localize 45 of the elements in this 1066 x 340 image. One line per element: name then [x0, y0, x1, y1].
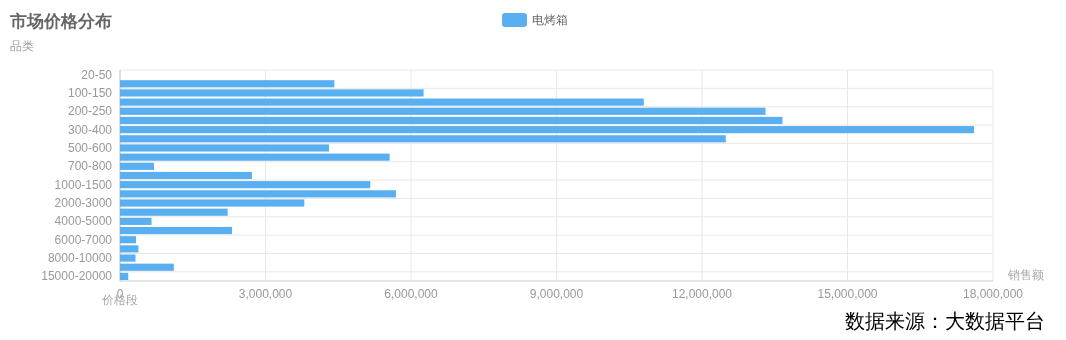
bar [120, 245, 139, 253]
bar [120, 190, 396, 198]
y-tick-label: 20-50 [81, 67, 113, 82]
bar [120, 144, 330, 152]
bar [120, 217, 152, 225]
bar [120, 208, 228, 216]
y-tick-label: 700-800 [67, 159, 113, 174]
x-tick-label: 9,000,000 [529, 287, 584, 301]
y-tick-label: 15000-20000 [41, 269, 113, 284]
y-tick-label: 1000-1500 [54, 177, 113, 192]
y-tick-label: 2000-3000 [54, 196, 113, 211]
x-axis-title: 销售额 [1007, 268, 1044, 282]
x-tick-label: 18,000,000 [962, 287, 1024, 301]
x-tick-label: 12,000,000 [671, 287, 733, 301]
bar [120, 153, 390, 161]
bar [120, 272, 129, 280]
x-tick-label: 3,000,000 [238, 287, 293, 301]
bar [120, 226, 233, 235]
bar [120, 80, 335, 88]
chart-title: 市场价格分布 [9, 12, 112, 31]
x-tick-label: 6,000,000 [384, 287, 439, 301]
bar [120, 126, 975, 134]
source-note: 数据来源：大数据平台 [845, 310, 1045, 332]
bar [120, 199, 305, 207]
bar [120, 263, 174, 271]
y-tick-label: 200-250 [67, 104, 113, 119]
bar [120, 98, 644, 106]
y-tick-label: 500-600 [67, 140, 113, 155]
bar [120, 254, 136, 262]
y-tick-label: 8000-10000 [47, 251, 113, 266]
bar [120, 89, 424, 97]
y-tick-label: 100-150 [67, 85, 113, 100]
bar [120, 162, 154, 170]
bar [120, 135, 726, 143]
bar [120, 181, 371, 189]
y-tick-label: 4000-5000 [54, 214, 113, 229]
bar [120, 171, 252, 180]
x-tick-label: 15,000,000 [817, 287, 878, 301]
bar [120, 107, 766, 115]
bar [120, 116, 783, 125]
y-tick-label: 6000-7000 [54, 232, 113, 247]
y-tick-label: 300-400 [67, 122, 113, 137]
bar [120, 236, 137, 244]
text: 品类 [10, 39, 34, 53]
legend-label: 电烤箱 [532, 13, 568, 27]
